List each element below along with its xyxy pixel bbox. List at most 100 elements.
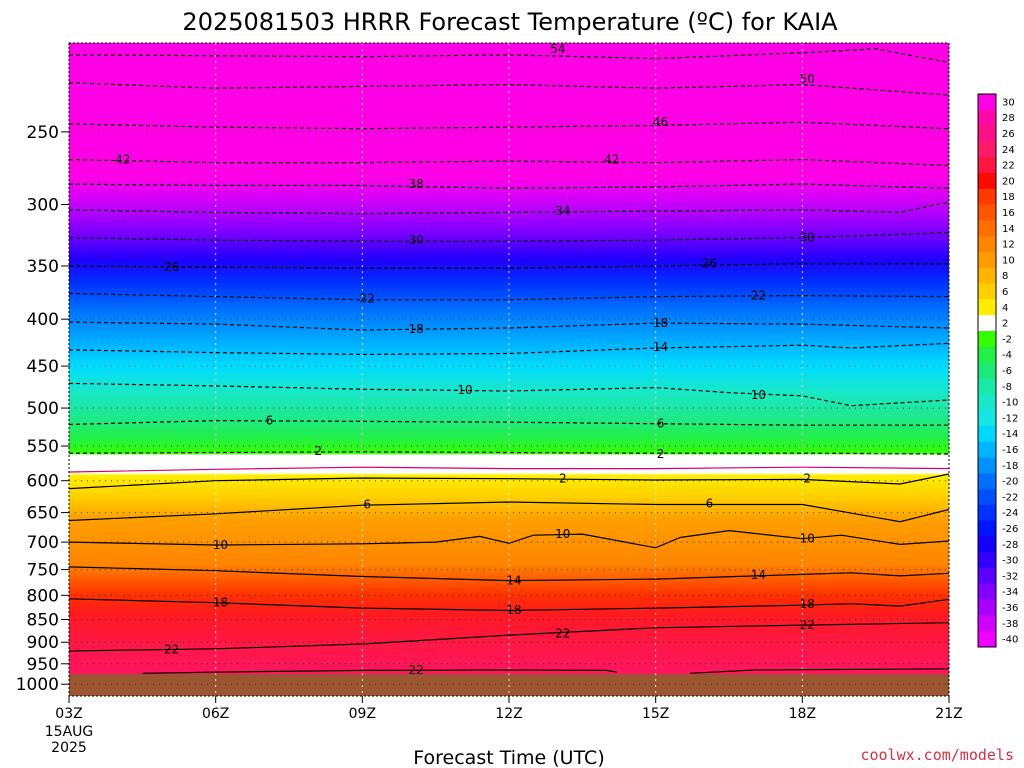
colorbar-swatch — [978, 536, 996, 553]
isotherm-line — [142, 669, 617, 674]
colorbar-label: -34 — [1002, 587, 1018, 598]
isotherm-line — [69, 473, 949, 490]
colorbar-swatch — [978, 378, 996, 395]
colorbar-label: 14 — [1002, 224, 1015, 235]
isotherm-label: 14 — [751, 568, 766, 582]
colorbar-swatch — [978, 125, 996, 142]
colorbar-label: -26 — [1002, 524, 1018, 535]
isotherm-label: 6 — [363, 498, 371, 512]
colorbar-label: -6 — [1002, 366, 1012, 377]
colorbar-swatch — [978, 299, 996, 316]
colorbar-label: -12 — [1002, 413, 1018, 424]
pressure-axis: 250 300 350 400 450 500 550 600 650 700 750 800 850 9… — [16, 123, 69, 695]
colorbar-swatch — [978, 631, 996, 648]
colorbar-frame — [977, 93, 997, 648]
isotherm-label: 38 — [408, 177, 423, 191]
isotherm-label: 26 — [164, 260, 179, 274]
colorbar-swatch — [978, 489, 996, 506]
isotherm-label: 46 — [653, 115, 668, 129]
x-tick-label: 15Z — [642, 706, 669, 722]
colorbar-swatch — [978, 188, 996, 206]
isotherm-label: 50 — [800, 72, 815, 86]
isotherm-label: 22 — [800, 618, 815, 632]
colorbar-swatch — [978, 615, 996, 632]
isotherm-label: 34 — [555, 204, 570, 218]
y-tick-label: 450 — [27, 357, 59, 377]
isotherm-label: 26 — [702, 257, 717, 271]
isotherm-label: 18 — [213, 596, 228, 610]
colorbar-label: 22 — [1002, 161, 1015, 172]
colorbar: 30 28 26 24 22 20 18 16 14 12 10 8 6 4 2 -2 -4 -6 -8 -10 -12… — [977, 93, 1018, 648]
colorbar-label: -20 — [1002, 477, 1018, 488]
isotherm-label: 18 — [408, 322, 423, 336]
colorbar-label: 20 — [1002, 176, 1015, 187]
colorbar-label: -14 — [1002, 429, 1018, 440]
x-tick-label: 03Z — [55, 706, 82, 722]
y-tick-label: 950 — [27, 655, 59, 675]
colorbar-swatch — [978, 410, 996, 427]
colorbar-swatch — [978, 599, 996, 616]
y-tick-label: 800 — [27, 586, 59, 606]
isotherm-label: 18 — [653, 316, 668, 330]
isotherm-label: 10 — [457, 383, 472, 397]
colorbar-swatch — [978, 94, 996, 111]
y-tick-label: 700 — [27, 533, 59, 553]
isotherm-line — [69, 382, 949, 407]
colorbar-label: 8 — [1002, 271, 1008, 282]
colorbar-swatch — [978, 109, 996, 127]
isotherm-line — [69, 566, 949, 582]
isotherm-line — [69, 48, 949, 63]
colorbar-label: 18 — [1002, 192, 1015, 203]
isotherm-label: 14 — [506, 574, 521, 588]
colorbar-label: -24 — [1002, 508, 1018, 519]
isotherm-label: 14 — [653, 340, 668, 354]
isotherm-label: 22 — [408, 663, 423, 677]
isotherm-label: 2 — [657, 447, 665, 461]
x-tick-label: 21Z — [935, 706, 962, 722]
time-axis: 03Z 06Z 09Z 12Z 15Z 18Z 21Z — [55, 696, 963, 722]
colorbar-label: 24 — [1002, 145, 1015, 156]
colorbar-swatch — [978, 520, 996, 537]
colorbar-swatch — [978, 157, 996, 174]
isotherm-label: 22 — [360, 292, 375, 306]
colorbar-label: -40 — [1002, 635, 1018, 646]
credit-text: coolwx.com/models — [860, 746, 1014, 764]
colorbar-swatch — [978, 252, 996, 269]
x-tick-label: 06Z — [202, 706, 229, 722]
time-gridlines — [215, 43, 803, 696]
isotherm-line — [69, 451, 949, 455]
colorbar-label: -22 — [1002, 492, 1018, 503]
colorbar-label: -16 — [1002, 445, 1018, 456]
isotherm-label: 54 — [550, 42, 565, 56]
isotherm-line — [69, 598, 949, 612]
colorbar-label: 26 — [1002, 129, 1015, 140]
colorbar-swatch — [978, 473, 996, 490]
colorbar-swatch — [978, 362, 996, 379]
colorbar-swatch — [978, 346, 996, 364]
colorbar-label: -36 — [1002, 603, 1018, 614]
isotherm-label: 18 — [506, 603, 521, 617]
colorbar-swatch — [978, 236, 996, 253]
y-tick-label: 1000 — [16, 675, 59, 695]
isotherm-label: 10 — [555, 527, 570, 541]
y-tick-label: 550 — [27, 437, 59, 457]
y-tick-label: 900 — [27, 633, 59, 653]
y-tick-label: 400 — [27, 310, 59, 330]
isotherm-label: 6 — [706, 496, 714, 510]
colorbar-label: -8 — [1002, 382, 1012, 393]
colorbar-swatch — [978, 267, 996, 285]
colorbar-swatch — [978, 425, 996, 443]
colorbar-label: -30 — [1002, 556, 1018, 567]
isotherm-label: 6 — [266, 414, 274, 428]
colorbar-label: 12 — [1002, 240, 1015, 251]
colorbar-label: 6 — [1002, 287, 1008, 298]
colorbar-label: 4 — [1002, 303, 1008, 314]
isotherm-label: 42 — [604, 153, 619, 167]
colorbar-label: -18 — [1002, 461, 1018, 472]
y-tick-label: 850 — [27, 610, 59, 630]
isotherm-label: 10 — [751, 388, 766, 402]
colorbar-label: -28 — [1002, 540, 1018, 551]
colorbar-swatch — [978, 394, 996, 411]
